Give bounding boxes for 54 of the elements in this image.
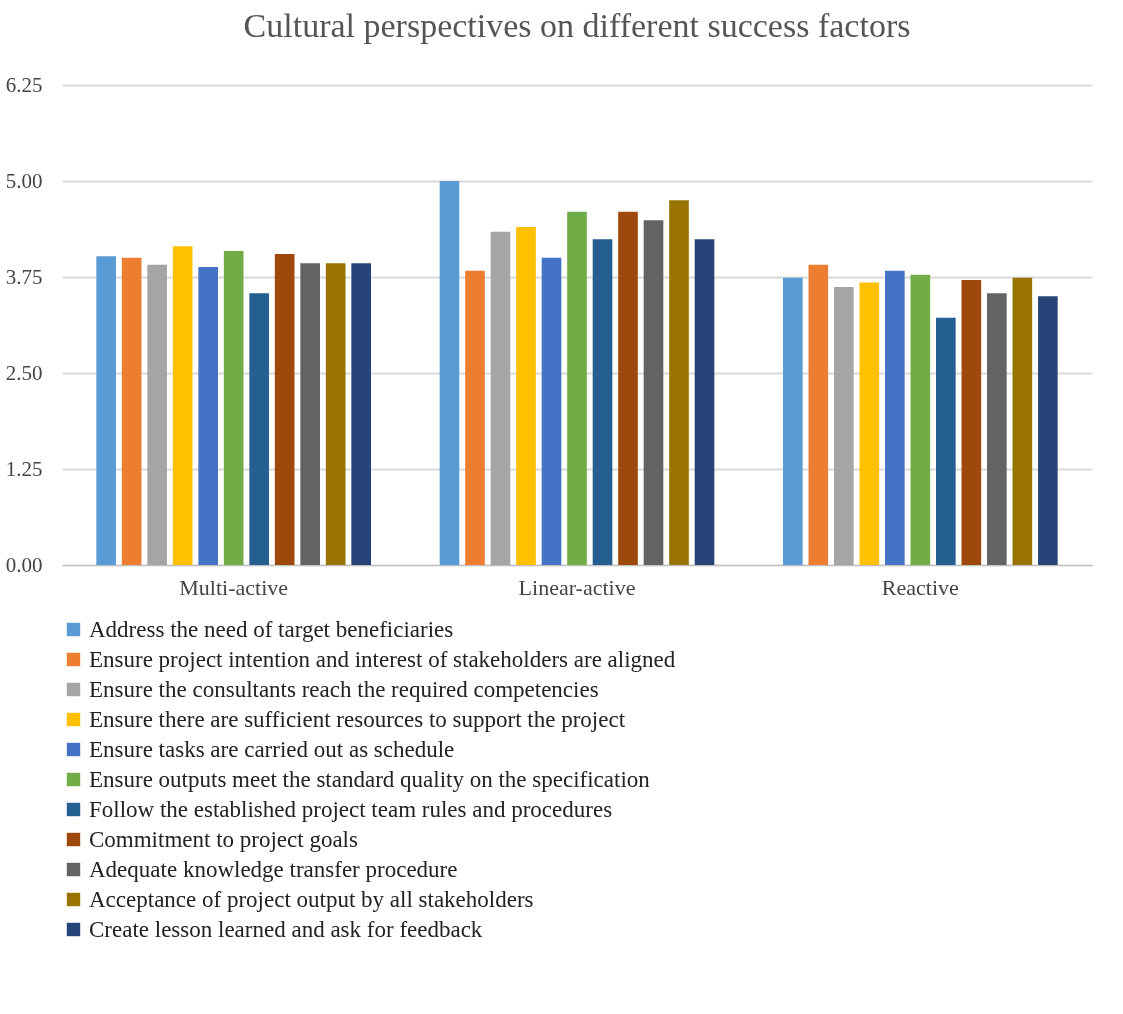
x-tick-label: Linear-active bbox=[518, 574, 636, 600]
bar bbox=[121, 257, 142, 565]
bar bbox=[834, 286, 854, 565]
bar bbox=[808, 264, 829, 565]
bar bbox=[541, 257, 562, 565]
bar bbox=[910, 274, 931, 565]
bar bbox=[885, 270, 905, 565]
y-tick-label: 5.00 bbox=[5, 168, 43, 193]
legend-label: Ensure tasks are carried out as schedule bbox=[89, 736, 455, 762]
legend-label: Ensure the consultants reach the required competencies bbox=[89, 676, 599, 702]
bar bbox=[987, 293, 1007, 565]
bar bbox=[859, 282, 880, 565]
legend-label: Follow the established project team rules and procedures bbox=[89, 796, 613, 822]
y-tick-label: 1.25 bbox=[5, 456, 43, 481]
bar bbox=[936, 317, 956, 565]
legend-label: Create lesson learned and ask for feedback bbox=[89, 916, 483, 942]
y-tick-label: 3.75 bbox=[5, 264, 43, 289]
bar bbox=[490, 231, 511, 565]
y-tick-label: 2.50 bbox=[5, 360, 43, 385]
legend-label: Ensure outputs meet the standard quality on the specification bbox=[89, 766, 651, 792]
bar bbox=[465, 270, 485, 565]
bar bbox=[516, 227, 536, 565]
x-tick-label: Multi-active bbox=[179, 574, 289, 600]
chart-title: Cultural perspectives on different success factors bbox=[243, 7, 911, 44]
bar bbox=[618, 211, 638, 565]
bar bbox=[198, 267, 218, 565]
bar bbox=[172, 246, 193, 565]
y-tick-label: 0.00 bbox=[5, 552, 43, 577]
legend-label: Commitment to project goals bbox=[89, 826, 358, 852]
bar bbox=[351, 263, 371, 565]
legend-label: Address the need of target beneficiaries bbox=[89, 616, 454, 642]
bar bbox=[783, 277, 803, 565]
bar bbox=[592, 239, 613, 565]
bar bbox=[439, 181, 460, 565]
bar bbox=[249, 293, 269, 565]
bar bbox=[643, 220, 664, 565]
bar bbox=[961, 280, 982, 565]
bar bbox=[567, 211, 587, 565]
bar bbox=[300, 263, 320, 565]
bar bbox=[1038, 296, 1058, 565]
y-tick-label: 6.25 bbox=[5, 72, 43, 97]
legend-label: Ensure project intention and interest of stakeholders are aligned bbox=[89, 646, 676, 672]
bar bbox=[325, 263, 346, 565]
bar bbox=[147, 264, 167, 565]
bar bbox=[274, 253, 295, 565]
bar bbox=[1012, 277, 1033, 565]
bar bbox=[669, 200, 689, 565]
bar bbox=[96, 256, 116, 565]
bar bbox=[223, 250, 244, 565]
legend-label: Adequate knowledge transfer procedure bbox=[89, 856, 458, 882]
bar bbox=[694, 239, 715, 565]
legend-label: Ensure there are sufficient resources to support the project bbox=[89, 706, 626, 732]
x-tick-label: Reactive bbox=[881, 574, 959, 600]
legend-label: Acceptance of project output by all stakeholders bbox=[89, 886, 534, 912]
